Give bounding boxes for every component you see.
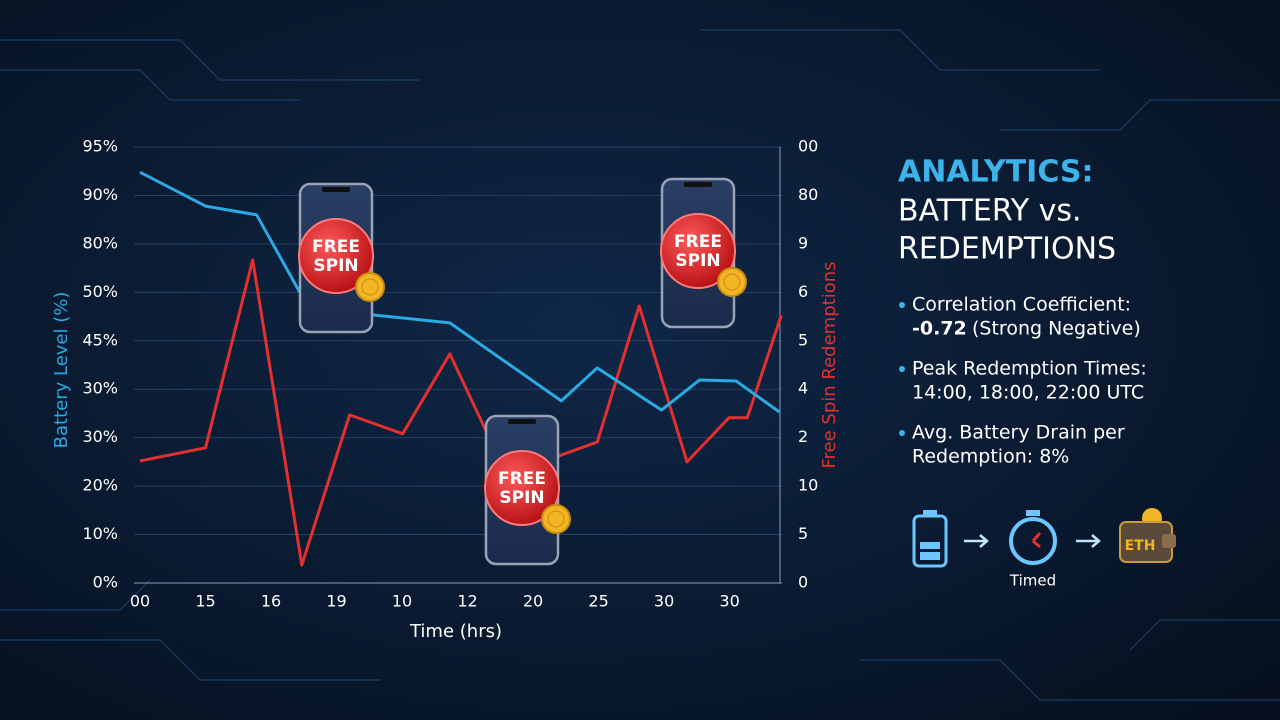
- y-tick-label: 80%: [82, 233, 118, 252]
- bullets: Correlation Coefficient: -0.72 (Strong N…: [899, 294, 1147, 468]
- badge: [484, 450, 560, 526]
- y2-tick-label: 5: [798, 524, 808, 543]
- panel-title: BATTERY vs.: [898, 194, 1082, 229]
- coin-inner: [547, 510, 565, 528]
- y2-tick-label: 10: [798, 476, 818, 495]
- bullet-text: Redemption: 8%: [912, 446, 1069, 468]
- coin: [717, 267, 747, 297]
- bullet-text: Avg. Battery Drain per: [912, 422, 1125, 444]
- coin: [541, 504, 571, 534]
- icon-label: ETH: [1125, 538, 1156, 554]
- y2-tick-label: 4: [798, 379, 808, 398]
- y-tick-label: 45%: [82, 330, 118, 349]
- timer-hand: [1031, 532, 1042, 549]
- x-tick-label: 15: [195, 592, 215, 611]
- badge-word: FREE: [674, 232, 722, 252]
- phone-notch: [508, 419, 536, 424]
- y-tick-label: 30%: [82, 427, 118, 446]
- x-tick-label: 00: [130, 592, 150, 611]
- battery-level: [920, 552, 940, 560]
- wallet-clasp: [1162, 534, 1176, 548]
- x-tick-label: 19: [326, 592, 346, 611]
- x-tick-label: 30: [654, 592, 674, 611]
- badge-word: SPIN: [313, 256, 358, 276]
- x-tick-label: 30: [719, 592, 739, 611]
- y-tick-label: 10%: [82, 524, 118, 543]
- icon-label: Timed: [1009, 572, 1056, 590]
- bullet-text: (Strong Negative): [972, 318, 1141, 340]
- x-tick-label: 10: [392, 592, 412, 611]
- y-tick-label: 20%: [82, 476, 118, 495]
- timer-icon: [1009, 517, 1057, 565]
- bullet-bold: -0.72: [912, 318, 967, 340]
- y-tick-label: 30%: [82, 379, 118, 398]
- y2-tick-label: 0: [798, 573, 808, 592]
- phone-notch: [322, 187, 350, 192]
- y2-tick-label: 5: [798, 330, 808, 349]
- badge-word: SPIN: [675, 251, 720, 271]
- y-axis-title: Battery Level (%): [51, 292, 72, 449]
- y-tick-label: 0%: [93, 573, 118, 592]
- data-line: [139, 170, 781, 414]
- y2-tick-label: 2: [798, 427, 808, 446]
- battery-cap: [923, 510, 937, 516]
- phone-notch: [684, 182, 712, 187]
- bullet-text: Peak Redemption Times:: [912, 358, 1147, 380]
- x-axis-title: Time (hrs): [409, 621, 502, 642]
- badge: [298, 218, 374, 294]
- y2-tick-label: 00: [798, 137, 818, 156]
- x-tick-label: 16: [261, 592, 281, 611]
- arrow: [1076, 534, 1101, 548]
- badge-word: FREE: [312, 237, 360, 257]
- y-tick-label: 95%: [82, 137, 118, 156]
- circuit-decor: [0, 29, 1280, 701]
- bullet-dot: [899, 366, 905, 372]
- bullet-text: 14:00, 18:00, 22:00 UTC: [912, 382, 1144, 404]
- x-tick-label: 12: [457, 592, 477, 611]
- coin-inner: [361, 278, 379, 296]
- badge-word: FREE: [498, 469, 546, 489]
- bullet-text: Correlation Coefficient:: [912, 294, 1131, 316]
- timer-knob: [1026, 510, 1040, 516]
- coin: [355, 272, 385, 302]
- y2-tick-label: 6: [798, 282, 808, 301]
- panel-title: REDEMPTIONS: [898, 232, 1116, 267]
- bullet-dot: [899, 430, 905, 436]
- x-tick-label: 20: [523, 592, 543, 611]
- y-tick-label: 90%: [82, 185, 118, 204]
- x-tick-label: 25: [588, 592, 608, 611]
- y-tick-label: 50%: [82, 282, 118, 301]
- coin-inner: [723, 273, 741, 291]
- y-axis-title: Battery Level (%): [51, 292, 72, 449]
- arrow: [964, 534, 989, 548]
- badge-word: SPIN: [499, 488, 544, 508]
- battery-level: [920, 542, 940, 549]
- badge: [660, 213, 736, 289]
- y2-tick-label: 80: [798, 185, 818, 204]
- y2-axis-title: Free Spin Redemptions: [819, 262, 840, 469]
- bullet-dot: [899, 302, 905, 308]
- panel-title-accent: ANALYTICS:: [898, 155, 1094, 190]
- y2-tick-label: 9: [798, 233, 808, 252]
- flow-icons: Timed ETH: [912, 508, 1176, 590]
